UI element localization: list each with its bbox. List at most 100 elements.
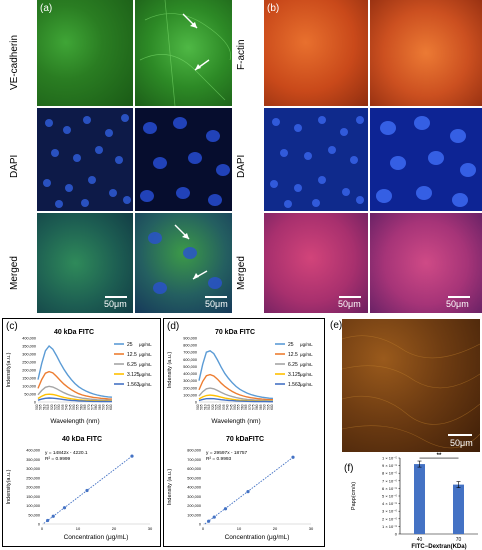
series-line bbox=[198, 397, 273, 403]
data-point bbox=[46, 518, 50, 523]
data-point bbox=[51, 514, 55, 518]
legend-label: 25 bbox=[288, 342, 294, 348]
x-tick-label: 515 bbox=[46, 404, 50, 410]
x-tick-label: 0 bbox=[202, 526, 205, 531]
bar bbox=[414, 464, 425, 534]
x-tick-label: 500 bbox=[196, 404, 200, 410]
nuclei bbox=[140, 117, 230, 206]
x-tick-label: 540 bbox=[65, 404, 69, 410]
x-tick-label: 585 bbox=[259, 404, 263, 410]
y-tick-label: 1 × 10⁻⁶ bbox=[382, 524, 397, 529]
x-tick-label: 30 bbox=[148, 526, 153, 531]
chart-c-linear: 40 kDa FITC 0 50,000 100,000 150,000 200,000 2… bbox=[6, 436, 153, 541]
ve-cadherin-image-left bbox=[37, 0, 133, 106]
y-tick-label: 300,000 bbox=[183, 379, 197, 383]
x-tick-label: 600 bbox=[270, 404, 274, 410]
x-tick-label: 510 bbox=[203, 404, 207, 410]
y-tick-label: 150,000 bbox=[22, 377, 36, 381]
row-label-f-actin: F-actin bbox=[236, 39, 247, 70]
x-tick-label: 525 bbox=[215, 404, 219, 410]
y-tick-label: 1 × 10⁻⁵ bbox=[382, 456, 397, 461]
y-tick-label: 8 × 10⁻⁶ bbox=[382, 471, 397, 476]
y-tick-label: 100,000 bbox=[26, 504, 40, 508]
x-tick-label: 510 bbox=[42, 404, 46, 410]
x-axis-label: Wavelength (nm) bbox=[211, 418, 260, 425]
x-tick-label: 535 bbox=[222, 404, 226, 410]
x-tick-label: 580 bbox=[94, 404, 98, 410]
y-tick-label: 250,000 bbox=[26, 476, 40, 480]
legend-unit: μg/mL bbox=[300, 352, 313, 357]
x-tick-label: 595 bbox=[105, 404, 109, 410]
scale-bar bbox=[105, 296, 127, 298]
y-tick-label: 0 bbox=[199, 523, 201, 527]
y-tick-label: 250,000 bbox=[22, 361, 36, 365]
x-tick-label: 525 bbox=[54, 404, 58, 410]
scale-bar bbox=[448, 296, 470, 298]
panel-f-label: (f) bbox=[344, 463, 354, 474]
r-squared: R² = 0.9993 bbox=[206, 456, 232, 462]
y-tick-label: 0 bbox=[195, 401, 197, 405]
x-tick-label: 570 bbox=[87, 404, 91, 410]
legend-label: 25 bbox=[127, 342, 133, 348]
panel-a-label: (a) bbox=[40, 3, 53, 14]
y-tick-label: 300,000 bbox=[187, 495, 201, 499]
y-tick-label: 400,000 bbox=[26, 449, 40, 453]
scale-bar-label: 50μm bbox=[205, 299, 228, 309]
y-tick-label: 350,000 bbox=[26, 458, 40, 462]
y-tick-label: 9 × 10⁻⁶ bbox=[382, 463, 397, 468]
y-tick-label: 350,000 bbox=[22, 345, 36, 349]
legend-label: 1.563 bbox=[127, 382, 140, 388]
y-tick-label: 200,000 bbox=[26, 486, 40, 490]
data-point bbox=[207, 519, 211, 523]
cell-border-overlay bbox=[139, 0, 232, 106]
x-tick-label: 565 bbox=[244, 404, 248, 410]
x-tick-label: 515 bbox=[207, 404, 211, 410]
legend-label: 1.563 bbox=[288, 382, 301, 388]
nuclei bbox=[43, 114, 131, 208]
merged-overlay bbox=[148, 224, 222, 294]
x-axis-label: Concentration (μg/mL) bbox=[225, 534, 290, 541]
x-tick-label: 570 bbox=[248, 404, 252, 410]
legend-unit: μg/mL bbox=[139, 342, 152, 347]
y-tick-label: 50,000 bbox=[24, 393, 36, 397]
x-tick-label: 550 bbox=[233, 404, 237, 410]
y-tick-label: 500,000 bbox=[187, 476, 201, 480]
x-tick-label: 560 bbox=[240, 404, 244, 410]
x-tick-label: 545 bbox=[229, 404, 233, 410]
x-tick-label: 30 bbox=[309, 526, 314, 531]
x-tick-label: 595 bbox=[266, 404, 270, 410]
y-tick-label: 400,000 bbox=[183, 372, 197, 376]
y-tick-label: 300,000 bbox=[22, 353, 36, 357]
texture-overlay bbox=[342, 335, 480, 449]
x-tick-label: 70 bbox=[456, 537, 462, 543]
legend-unit: μg/mL bbox=[300, 382, 313, 387]
x-tick-label: 575 bbox=[252, 404, 256, 410]
x-tick-label: 600 bbox=[109, 404, 113, 410]
data-point bbox=[130, 454, 134, 458]
panel-b-label: (b) bbox=[267, 3, 280, 14]
scale-bar-label: 50μm bbox=[450, 438, 473, 448]
nuclei bbox=[270, 116, 364, 208]
legend-unit: μg/mL bbox=[300, 342, 313, 347]
r-squared: R² = 0.9999 bbox=[45, 456, 71, 462]
scale-bar-label: 50μm bbox=[338, 299, 361, 309]
scale-bar bbox=[339, 296, 361, 298]
data-point bbox=[223, 507, 228, 511]
legend-unit: μg/mL bbox=[139, 372, 152, 377]
scale-bar-label: 50μm bbox=[104, 299, 127, 309]
row-label-merged: Merged bbox=[9, 256, 20, 290]
y-tick-label: 6 × 10⁻⁶ bbox=[382, 486, 397, 491]
legend-unit: μg/mL bbox=[300, 362, 313, 367]
x-tick-label: 520 bbox=[50, 404, 54, 410]
x-axis-label: Wavelength (nm) bbox=[50, 418, 99, 425]
chart-title: 70 kDa FITC bbox=[215, 329, 255, 336]
row-label-dapi: DAPI bbox=[236, 154, 247, 178]
legend-label: 12.5 bbox=[127, 352, 137, 358]
y-axis-label: Indensity(a.u.) bbox=[6, 469, 12, 504]
chart-d-linear: 70 kDaFITC 0 100,000 200,000 300,000 400,000 5… bbox=[167, 436, 314, 541]
y-tick-label: 200,000 bbox=[183, 386, 197, 390]
x-tick-label: 505 bbox=[200, 404, 204, 410]
row-label-merged: Merged bbox=[236, 256, 247, 290]
trendline-equation: y = 14842x - 4220.1 bbox=[45, 450, 88, 456]
series-line bbox=[198, 373, 274, 401]
